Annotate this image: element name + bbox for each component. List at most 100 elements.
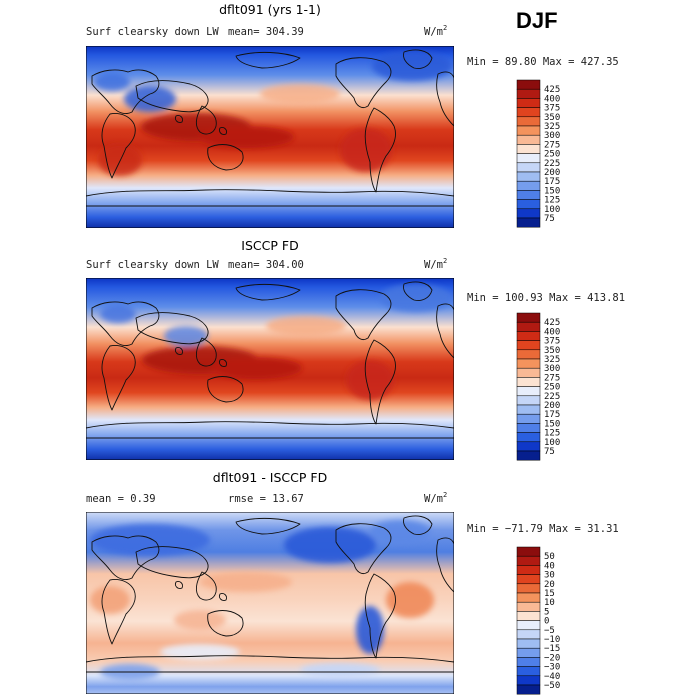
colorbar-tick-label: 350 bbox=[544, 113, 560, 123]
colorbar-tick-label: 125 bbox=[544, 429, 560, 439]
colorbar-tick-label: 20 bbox=[544, 580, 555, 590]
panel-title: dflt091 (yrs 1-1) bbox=[219, 2, 321, 17]
colorbar-tick-label: 400 bbox=[544, 327, 560, 337]
colorbar-box bbox=[516, 620, 541, 631]
colorbar-tick-label: 350 bbox=[544, 346, 560, 356]
colorbar-tick-label: 40 bbox=[544, 561, 555, 571]
colorbar-box bbox=[516, 413, 541, 424]
colorbar-box bbox=[516, 638, 541, 649]
variable-label: Surf clearsky down LW bbox=[86, 259, 219, 271]
colorbar-tick-label: −5 bbox=[544, 626, 555, 636]
colorbar-tick-label: 5 bbox=[544, 607, 549, 617]
colorbar-box bbox=[516, 107, 541, 118]
colorbar-tick-label: 400 bbox=[544, 94, 560, 104]
colorbar: 4254003753503253002752502252001751501251… bbox=[516, 79, 560, 228]
colorbar-tick-label: 30 bbox=[544, 571, 555, 581]
colorbar-tick-label: −15 bbox=[544, 644, 560, 654]
colorbar-tick-label: 150 bbox=[544, 186, 560, 196]
colorbar-tick-label: 225 bbox=[544, 159, 560, 169]
colorbar-box bbox=[516, 312, 541, 323]
colorbar-box bbox=[516, 666, 541, 677]
colorbar-box bbox=[516, 116, 541, 127]
colorbar-tick-label: 200 bbox=[544, 401, 560, 411]
colorbar-box bbox=[516, 125, 541, 136]
colorbar-tick-label: 75 bbox=[544, 214, 555, 224]
colorbar: 4254003753503253002752502252001751501251… bbox=[516, 312, 560, 461]
colorbar-box bbox=[516, 657, 541, 667]
colorbar-tick-label: 275 bbox=[544, 373, 560, 383]
colorbar-tick-label: −40 bbox=[544, 672, 560, 682]
colorbar-box bbox=[516, 162, 541, 173]
colorbar-box bbox=[516, 423, 541, 433]
colorbar-box bbox=[516, 144, 541, 154]
colorbar-box bbox=[516, 367, 541, 378]
colorbar-box bbox=[516, 629, 541, 640]
colorbar-tick-label: 175 bbox=[544, 177, 560, 187]
colorbar-box bbox=[516, 208, 541, 219]
panel-title: dflt091 - ISCCP FD bbox=[213, 470, 327, 485]
colorbar-box bbox=[516, 153, 541, 164]
colorbar-tick-label: 300 bbox=[544, 364, 560, 374]
colorbar-box bbox=[516, 546, 541, 557]
variable-label: Surf clearsky down LW bbox=[86, 26, 219, 38]
panel-observed: ISCCP FD Surf clearsky down LW mean= 304… bbox=[86, 238, 625, 461]
colorbar-box bbox=[516, 180, 541, 191]
colorbar-tick-label: 325 bbox=[544, 355, 560, 365]
colorbar-tick-label: −10 bbox=[544, 635, 560, 645]
colorbar-box bbox=[516, 377, 541, 387]
colorbar-box bbox=[516, 98, 541, 108]
colorbar-tick-label: −30 bbox=[544, 663, 560, 673]
colorbar-box bbox=[516, 217, 541, 228]
mean-label: mean= 304.39 bbox=[228, 26, 304, 38]
colorbar-tick-label: 225 bbox=[544, 392, 560, 402]
colorbar-tick-label: −50 bbox=[544, 681, 560, 691]
colorbar-box bbox=[516, 358, 541, 369]
colorbar-box bbox=[516, 611, 541, 621]
colorbar-box bbox=[516, 555, 541, 566]
colorbar-tick-label: 325 bbox=[544, 122, 560, 132]
colorbar-tick-label: 425 bbox=[544, 85, 560, 95]
colorbar-tick-label: 100 bbox=[544, 438, 560, 448]
colorbar-tick-label: 250 bbox=[544, 383, 560, 393]
colorbar-box bbox=[516, 675, 541, 686]
colorbar-tick-label: 15 bbox=[544, 589, 555, 599]
colorbar-box bbox=[516, 684, 541, 695]
units-label: W/m2 bbox=[424, 24, 447, 38]
season-label: DJF bbox=[516, 8, 558, 33]
minmax-label: Min = −71.79 Max = 31.31 bbox=[467, 523, 619, 535]
panel-difference: dflt091 - ISCCP FD mean = 0.39 rmse = 13… bbox=[86, 470, 619, 695]
colorbar-box bbox=[516, 592, 541, 603]
minmax-label: Min = 89.80 Max = 427.35 bbox=[467, 56, 619, 68]
colorbar-tick-label: 200 bbox=[544, 168, 560, 178]
colorbar-box bbox=[516, 171, 541, 182]
colorbar-box bbox=[516, 432, 541, 443]
map-field bbox=[86, 46, 454, 228]
colorbar-tick-label: 150 bbox=[544, 419, 560, 429]
colorbar-box bbox=[516, 565, 541, 575]
colorbar-tick-label: 125 bbox=[544, 196, 560, 206]
colorbar-box bbox=[516, 349, 541, 360]
colorbar-tick-label: 250 bbox=[544, 150, 560, 160]
colorbar-box bbox=[516, 340, 541, 351]
colorbar-box bbox=[516, 386, 541, 397]
colorbar-box bbox=[516, 583, 541, 594]
colorbar-tick-label: 275 bbox=[544, 140, 560, 150]
colorbar-box bbox=[516, 441, 541, 452]
colorbar-box bbox=[516, 404, 541, 415]
colorbar-box bbox=[516, 134, 541, 145]
rmse-label: rmse = 13.67 bbox=[228, 493, 304, 505]
mean-label: mean = 0.39 bbox=[86, 493, 156, 505]
colorbar-tick-label: 100 bbox=[544, 205, 560, 215]
mean-label: mean= 304.00 bbox=[228, 259, 304, 271]
panel-model: dflt091 (yrs 1-1) Surf clearsky down LW … bbox=[86, 2, 619, 228]
panel-title: ISCCP FD bbox=[241, 238, 298, 253]
colorbar-box bbox=[516, 199, 541, 210]
colorbar-tick-label: 300 bbox=[544, 131, 560, 141]
minmax-label: Min = 100.93 Max = 413.81 bbox=[467, 292, 625, 304]
map-field bbox=[86, 512, 454, 694]
colorbar-tick-label: −20 bbox=[544, 653, 560, 663]
field-anomalies bbox=[100, 284, 452, 400]
colorbar-tick-label: 375 bbox=[544, 337, 560, 347]
units-label: W/m2 bbox=[424, 491, 447, 505]
